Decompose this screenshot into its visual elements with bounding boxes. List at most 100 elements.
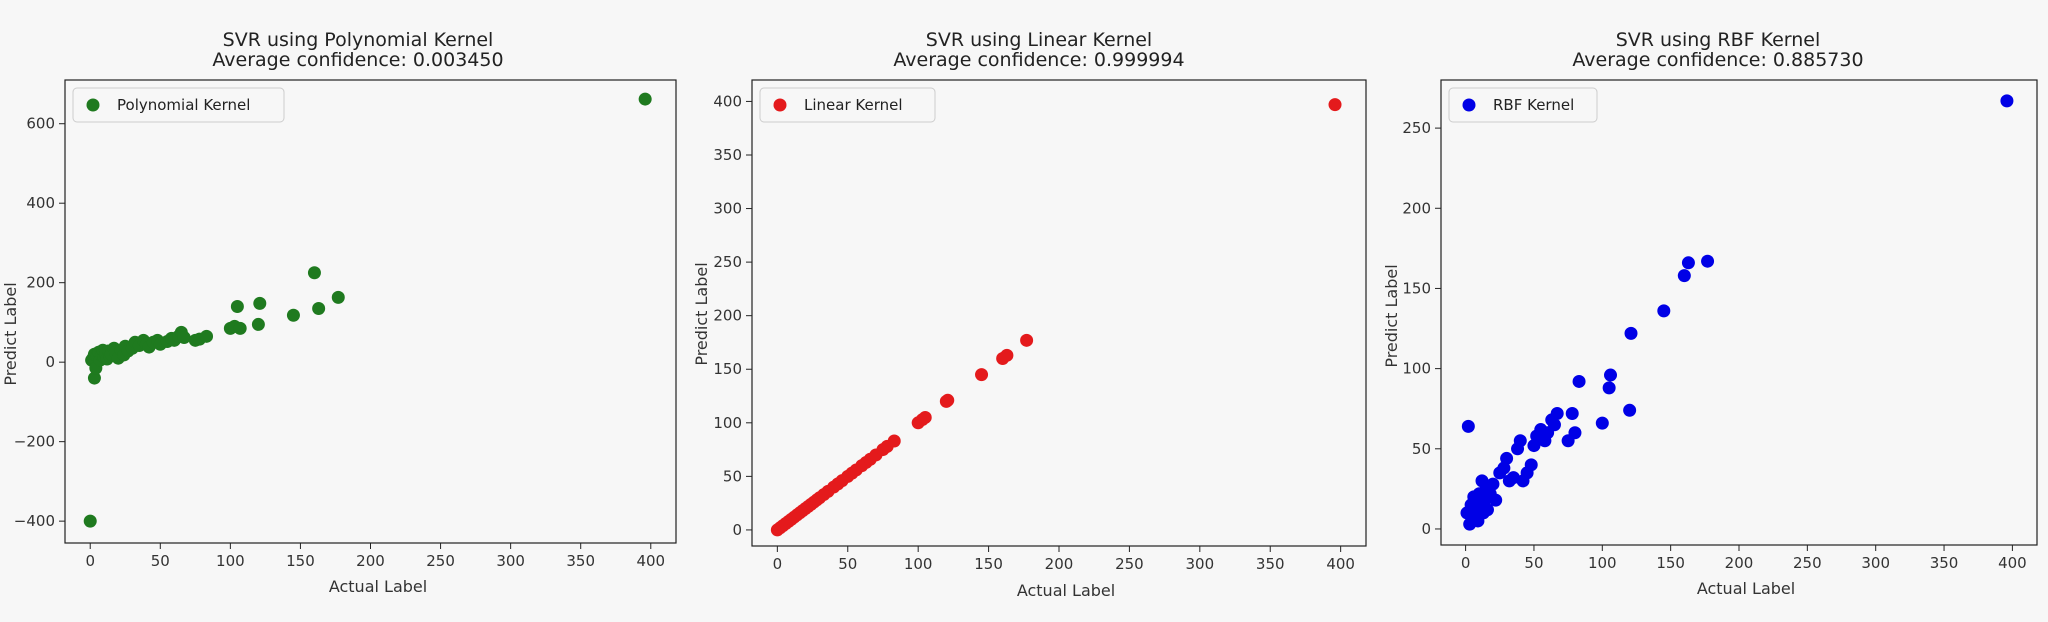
plot-area	[1440, 79, 2038, 546]
legend-label: RBF Kernel	[1493, 96, 1574, 114]
x-tick-label: 300	[1861, 554, 1890, 572]
x-tick-label: 100	[904, 555, 933, 573]
data-point	[1623, 403, 1637, 417]
data-point	[1500, 451, 1514, 465]
data-point	[1681, 256, 1695, 270]
x-tick-label: 250	[426, 552, 455, 570]
x-axis-label: Actual Label	[1017, 581, 1115, 600]
data-point	[1480, 503, 1494, 517]
data-point	[177, 331, 191, 345]
linear-kernel-panel: SVR using Linear Kernel Average confiden…	[692, 29, 1367, 600]
x-axis-label: Actual Label	[1697, 579, 1795, 598]
data-point	[1701, 254, 1715, 268]
data-point	[87, 371, 101, 385]
chart-title: SVR using RBF Kernel	[1616, 29, 1821, 51]
data-point	[1657, 304, 1671, 318]
data-point	[638, 92, 652, 106]
x-tick-label: 350	[1930, 554, 1959, 572]
data-point	[1565, 407, 1579, 421]
chart-subtitle: Average confidence: 0.885730	[1572, 49, 1863, 71]
x-tick-label: 400	[1998, 554, 2027, 572]
y-tick-label: 600	[26, 115, 55, 133]
data-point	[331, 290, 345, 304]
legend: Polynomial Kernel	[72, 87, 285, 123]
legend: RBF Kernel	[1448, 87, 1598, 123]
y-tick-label: 0	[732, 521, 742, 539]
data-point	[1595, 416, 1609, 430]
y-tick-label: 100	[713, 414, 742, 432]
x-tick-label: 400	[636, 552, 665, 570]
x-tick-label: 300	[1186, 555, 1215, 573]
chart-subtitle: Average confidence: 0.003450	[212, 49, 503, 71]
y-tick-label: 400	[713, 92, 742, 110]
y-tick-label: 50	[1412, 440, 1431, 458]
y-tick-label: 200	[1402, 199, 1431, 217]
data-point	[2000, 94, 2014, 108]
legend-label: Polynomial Kernel	[117, 96, 250, 114]
data-point	[312, 302, 326, 316]
plot-area	[64, 79, 677, 544]
y-tick-label: 100	[1402, 360, 1431, 378]
data-point	[975, 368, 989, 382]
data-point	[1624, 326, 1638, 340]
data-point	[1572, 374, 1586, 388]
x-tick-label: 300	[496, 552, 525, 570]
data-point	[918, 410, 932, 424]
y-tick-label: 0	[45, 353, 55, 371]
x-tick-label: 50	[151, 552, 170, 570]
rbf-kernel-panel: SVR using RBF Kernel Average confidence:…	[1382, 29, 2038, 598]
legend-box	[72, 87, 285, 123]
data-point	[1602, 381, 1616, 395]
legend-marker	[773, 98, 787, 112]
y-tick-label: 200	[26, 274, 55, 292]
data-point	[286, 308, 300, 322]
data-point	[1550, 407, 1564, 421]
legend: Linear Kernel	[759, 87, 936, 123]
y-tick-label: 300	[713, 200, 742, 218]
data-point	[230, 300, 244, 314]
x-tick-label: 0	[85, 552, 95, 570]
x-tick-label: 350	[1256, 555, 1285, 573]
data-point	[941, 393, 955, 407]
chart-title: SVR using Polynomial Kernel	[223, 29, 494, 51]
y-axis-label: Predict Label	[692, 262, 711, 365]
legend-marker	[86, 98, 100, 112]
data-point	[200, 329, 214, 343]
data-point	[1000, 348, 1014, 362]
y-axis-label: Predict Label	[1, 282, 20, 385]
y-tick-label: 350	[713, 146, 742, 164]
y-tick-label: 200	[713, 307, 742, 325]
data-point	[1604, 368, 1618, 382]
data-point	[1461, 419, 1475, 433]
y-tick-label: −200	[14, 433, 55, 451]
legend-box	[759, 87, 936, 123]
y-tick-label: 250	[1402, 119, 1431, 137]
x-tick-label: 150	[286, 552, 315, 570]
y-tick-label: 250	[713, 253, 742, 271]
data-point	[1489, 493, 1503, 507]
chart-subtitle: Average confidence: 0.999994	[893, 49, 1184, 71]
y-tick-label: 0	[1421, 520, 1431, 538]
x-tick-label: 50	[838, 555, 857, 573]
data-point	[253, 296, 267, 310]
data-point	[307, 266, 321, 280]
y-tick-label: 150	[1402, 279, 1431, 297]
x-axis-label: Actual Label	[329, 577, 427, 596]
data-point	[1568, 426, 1582, 440]
y-axis-label: Predict Label	[1382, 264, 1401, 367]
x-tick-label: 350	[566, 552, 595, 570]
data-point	[887, 434, 901, 448]
y-tick-label: −400	[14, 512, 55, 530]
x-tick-label: 100	[216, 552, 245, 570]
y-tick-label: 400	[26, 194, 55, 212]
data-point	[1524, 458, 1538, 472]
x-tick-label: 200	[1725, 554, 1754, 572]
x-tick-label: 150	[974, 555, 1003, 573]
x-tick-label: 100	[1588, 554, 1617, 572]
polynomial-kernel-panel: SVR using Polynomial Kernel Average conf…	[1, 29, 677, 596]
chart-title: SVR using Linear Kernel	[926, 29, 1152, 51]
data-point	[251, 317, 265, 331]
x-tick-label: 250	[1115, 555, 1144, 573]
data-point	[1513, 434, 1527, 448]
